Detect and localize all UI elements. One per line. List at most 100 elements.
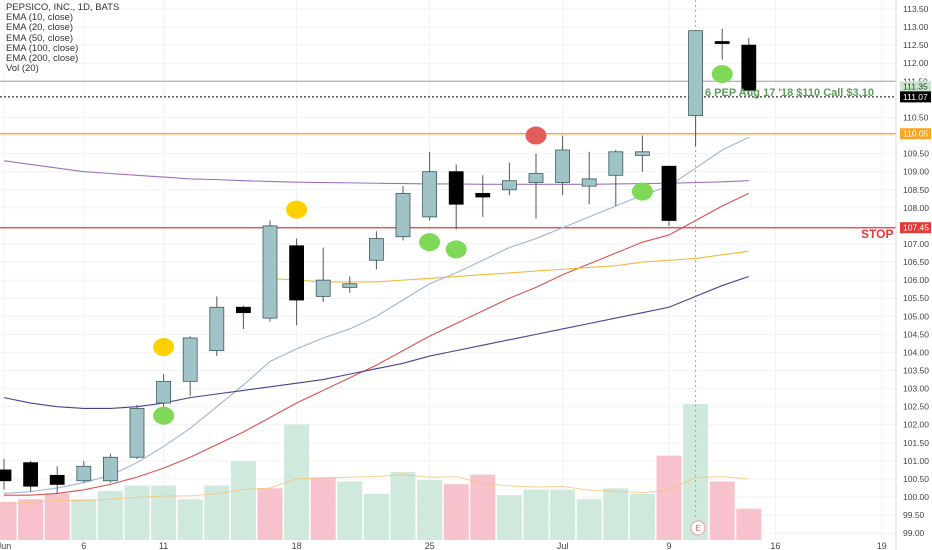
volume-bar — [523, 489, 549, 540]
time-axis[interactable]: Jun 6 11 18 25 Jul 9 16 19 — [0, 541, 887, 550]
time-tick-label: 9 — [666, 541, 671, 550]
candle-body — [209, 306, 225, 352]
candle[interactable] — [581, 151, 597, 205]
green-signal-dot — [445, 240, 467, 259]
volume-bar — [496, 495, 522, 540]
candle[interactable] — [448, 164, 464, 230]
stop-label: STOP — [861, 227, 893, 241]
candle-body — [315, 279, 331, 297]
legend-ema20[interactable]: EMA (20, close) — [6, 22, 74, 34]
candle[interactable] — [635, 135, 650, 172]
volume-bar — [470, 474, 496, 540]
price-tick-label: 108.00 — [903, 203, 929, 213]
candle[interactable] — [23, 460, 39, 492]
candle[interactable] — [501, 162, 517, 196]
volume-bar — [230, 461, 256, 540]
candle[interactable] — [688, 30, 703, 147]
price-tag-box — [900, 91, 931, 103]
candle[interactable] — [422, 151, 438, 221]
candle[interactable] — [209, 296, 225, 357]
time-tick-label: 16 — [770, 541, 780, 550]
price-tick-label: 101.50 — [903, 438, 929, 448]
price-tick-label: 108.50 — [903, 185, 929, 195]
price-tick-label: 103.00 — [903, 384, 929, 394]
candle[interactable] — [235, 305, 251, 329]
candle[interactable] — [661, 165, 677, 226]
legend-ema50[interactable]: EMA (50, close) — [6, 32, 74, 44]
candle[interactable] — [395, 186, 411, 241]
candle[interactable] — [528, 153, 544, 219]
earnings-marker-letter: E — [695, 524, 700, 533]
price-tick-label: 99.00 — [903, 528, 925, 538]
legend-ema100[interactable]: EMA (100, close) — [6, 42, 79, 54]
volume-bar — [709, 481, 735, 540]
candle-body — [422, 171, 438, 218]
candle-body — [661, 165, 677, 221]
candle[interactable] — [289, 238, 305, 326]
legend-ema10[interactable]: EMA (10, close) — [6, 12, 74, 24]
candle-body — [501, 180, 517, 191]
candle-body — [342, 283, 358, 288]
ema-lines — [3, 136, 750, 496]
candle[interactable] — [129, 404, 145, 460]
ema20-line — [4, 192, 750, 496]
candle[interactable] — [342, 276, 358, 293]
time-tick-label: Jul — [557, 541, 569, 550]
time-tick-label: 6 — [81, 541, 86, 550]
candle[interactable] — [555, 135, 570, 196]
candle[interactable] — [76, 460, 92, 483]
yellow-signal-dot — [153, 338, 175, 357]
volume-bar — [550, 489, 576, 540]
legend-ema200[interactable]: EMA (200, close) — [6, 53, 79, 65]
time-tick-label: 11 — [159, 541, 168, 550]
candle-body — [103, 456, 118, 482]
candle-body — [395, 192, 411, 238]
candle[interactable] — [714, 28, 730, 60]
price-tick-label: 112.00 — [903, 58, 929, 68]
candle[interactable] — [103, 453, 118, 483]
candle-body — [448, 171, 464, 205]
volume-bar — [124, 485, 150, 540]
time-tick-label: 18 — [292, 541, 302, 550]
price-tick-label: 113.50 — [903, 4, 929, 14]
candle-body — [156, 380, 172, 404]
price-tag-text: 111.35 — [903, 82, 928, 92]
candle[interactable] — [0, 459, 12, 490]
red-signal-dot — [525, 126, 547, 145]
candle-body — [129, 408, 145, 458]
volume-bar — [443, 484, 469, 540]
candle[interactable] — [608, 149, 624, 207]
candle-body — [528, 173, 544, 183]
candle-body — [0, 469, 12, 482]
time-tick-label: 25 — [425, 541, 435, 550]
price-tag-box — [900, 81, 931, 93]
green-signal-dot — [419, 233, 441, 252]
candle-body — [262, 225, 278, 319]
candle[interactable] — [475, 175, 491, 217]
candle[interactable] — [182, 336, 198, 396]
volume-bar — [363, 493, 389, 540]
candle[interactable] — [49, 466, 65, 494]
earnings-marker-circle[interactable] — [690, 520, 706, 536]
price-tick-label: 102.50 — [903, 402, 929, 412]
candle[interactable] — [368, 231, 384, 270]
green-signal-dot — [153, 406, 175, 425]
option-annotation: 6 PEP Aug 17 '18 $110 Call $3.10 — [705, 87, 874, 99]
price-tick-label: 112.50 — [903, 40, 929, 50]
candle[interactable] — [315, 247, 331, 302]
price-tick-label: 109.50 — [903, 149, 929, 159]
volume-bar — [177, 499, 203, 540]
legend-volume[interactable]: Vol (20) — [6, 63, 39, 75]
volume-bar — [337, 481, 363, 540]
earnings-event-marker[interactable]: E — [690, 520, 706, 536]
candle[interactable] — [262, 220, 278, 322]
candlesticks[interactable] — [0, 28, 757, 494]
candle-body — [688, 30, 703, 117]
price-tick-label: 101.00 — [903, 456, 929, 466]
volume-bar — [576, 499, 602, 540]
price-tick-label: 100.00 — [903, 492, 929, 502]
price-tag: 110.05 — [900, 128, 931, 140]
candle[interactable] — [741, 37, 757, 96]
